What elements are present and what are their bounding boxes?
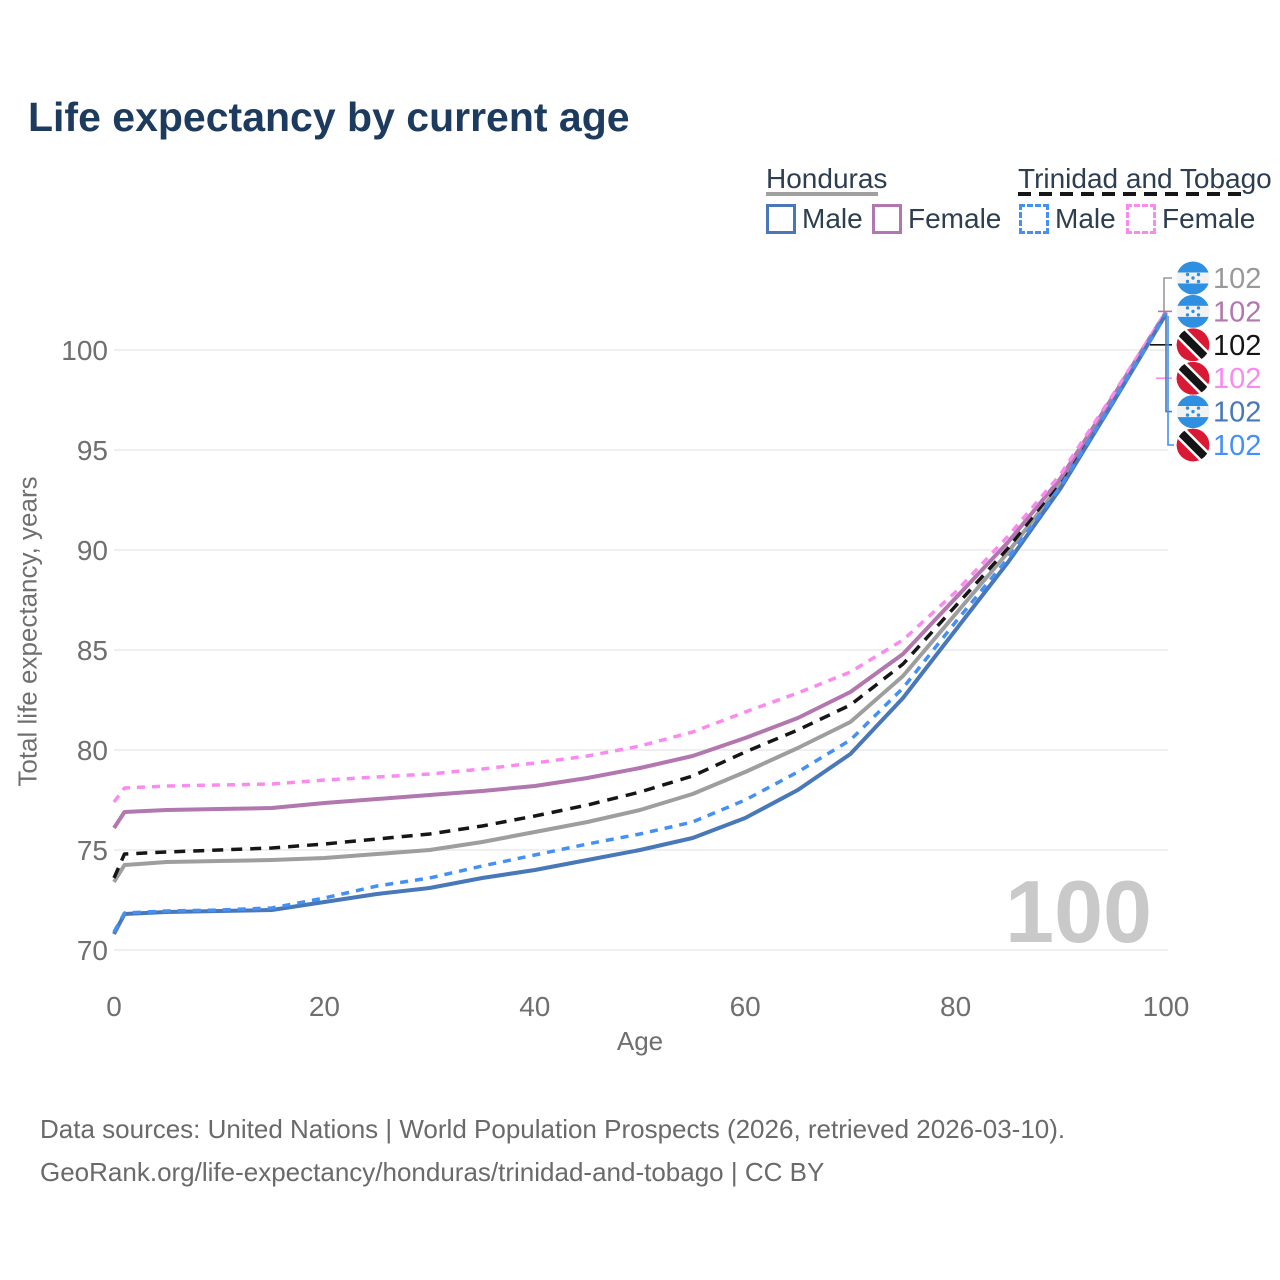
y-tick-label: 85 (77, 635, 108, 666)
legend-item-trinidad-male[interactable]: Male (1019, 203, 1116, 235)
end-label-leader (1163, 277, 1172, 314)
legend-label: Male (1055, 203, 1116, 234)
age-watermark: 100 (1005, 862, 1152, 961)
footer-attribution: GeoRank.org/life-expectancy/honduras/tri… (40, 1156, 825, 1187)
x-tick-label: 20 (309, 991, 340, 1022)
legend-item-honduras-female[interactable]: Female (872, 203, 1001, 235)
page-title: Life expectancy by current age (28, 94, 630, 140)
series-line-trinidad-and-tobago-female (112, 311, 1168, 804)
x-tick-label: 100 (1143, 991, 1190, 1022)
end-label-value: 102 (1213, 430, 1261, 462)
end-label-value: 102 (1213, 363, 1261, 395)
x-axis-title: Age (616, 1026, 664, 1056)
legend-label: Female (1162, 203, 1256, 234)
legend-item-honduras-male[interactable]: Male (766, 203, 863, 235)
flag-trinidad-and-tobago-icon (1176, 428, 1210, 462)
legend-group-honduras: Honduras (766, 163, 888, 194)
legend-swatch-honduras-male (766, 204, 796, 234)
legend-group-trinidad-and-tobago: Trinidad and Tobago (1018, 163, 1272, 194)
end-label-value: 102 (1213, 263, 1261, 295)
series-line-trinidad-and-tobago-both-sexes (112, 312, 1168, 879)
y-axis-title: Total life expectancy, years (12, 476, 43, 787)
legend-underline-trinidad-and-tobago (1018, 192, 1246, 196)
x-tick-label: 0 (106, 991, 122, 1022)
series-line-trinidad-and-tobago-male (112, 313, 1168, 933)
end-label-value: 102 (1213, 397, 1261, 429)
y-tick-label: 75 (77, 835, 108, 866)
y-tick-label: 90 (77, 535, 108, 566)
legend-swatch-honduras-female (872, 204, 902, 234)
end-label-value: 102 (1213, 330, 1261, 362)
legend-swatch-trinidad-male (1019, 204, 1049, 234)
end-label-leader (1165, 316, 1172, 413)
legend-label: Female (908, 203, 1002, 234)
flag-honduras-icon (1176, 261, 1210, 295)
legend-item-trinidad-female[interactable]: Female (1126, 203, 1255, 235)
x-tick-label: 80 (940, 991, 971, 1022)
footer: Data sources: United Nations | World Pop… (40, 1108, 1065, 1194)
end-label-leader (1167, 316, 1174, 446)
flag-trinidad-and-tobago-icon (1176, 328, 1210, 362)
x-tick-label: 60 (730, 991, 761, 1022)
flag-honduras-icon (1176, 395, 1210, 429)
flag-trinidad-and-tobago-icon (1176, 361, 1210, 395)
legend-swatch-trinidad-female (1126, 204, 1156, 234)
series-line-honduras-both-sexes (112, 312, 1168, 884)
y-tick-label: 100 (61, 335, 108, 366)
y-tick-label: 70 (77, 935, 108, 966)
x-tick-label: 40 (519, 991, 550, 1022)
series-line-honduras-female (112, 310, 1168, 830)
y-tick-label: 80 (77, 735, 108, 766)
flag-honduras-icon (1176, 294, 1210, 328)
footer-data-sources: Data sources: United Nations | World Pop… (40, 1114, 1066, 1144)
legend-underline-honduras (766, 192, 878, 196)
y-tick-label: 95 (77, 435, 108, 466)
series-line-honduras-male (112, 312, 1168, 935)
end-label-value: 102 (1213, 296, 1261, 328)
legend-label: Male (802, 203, 863, 234)
